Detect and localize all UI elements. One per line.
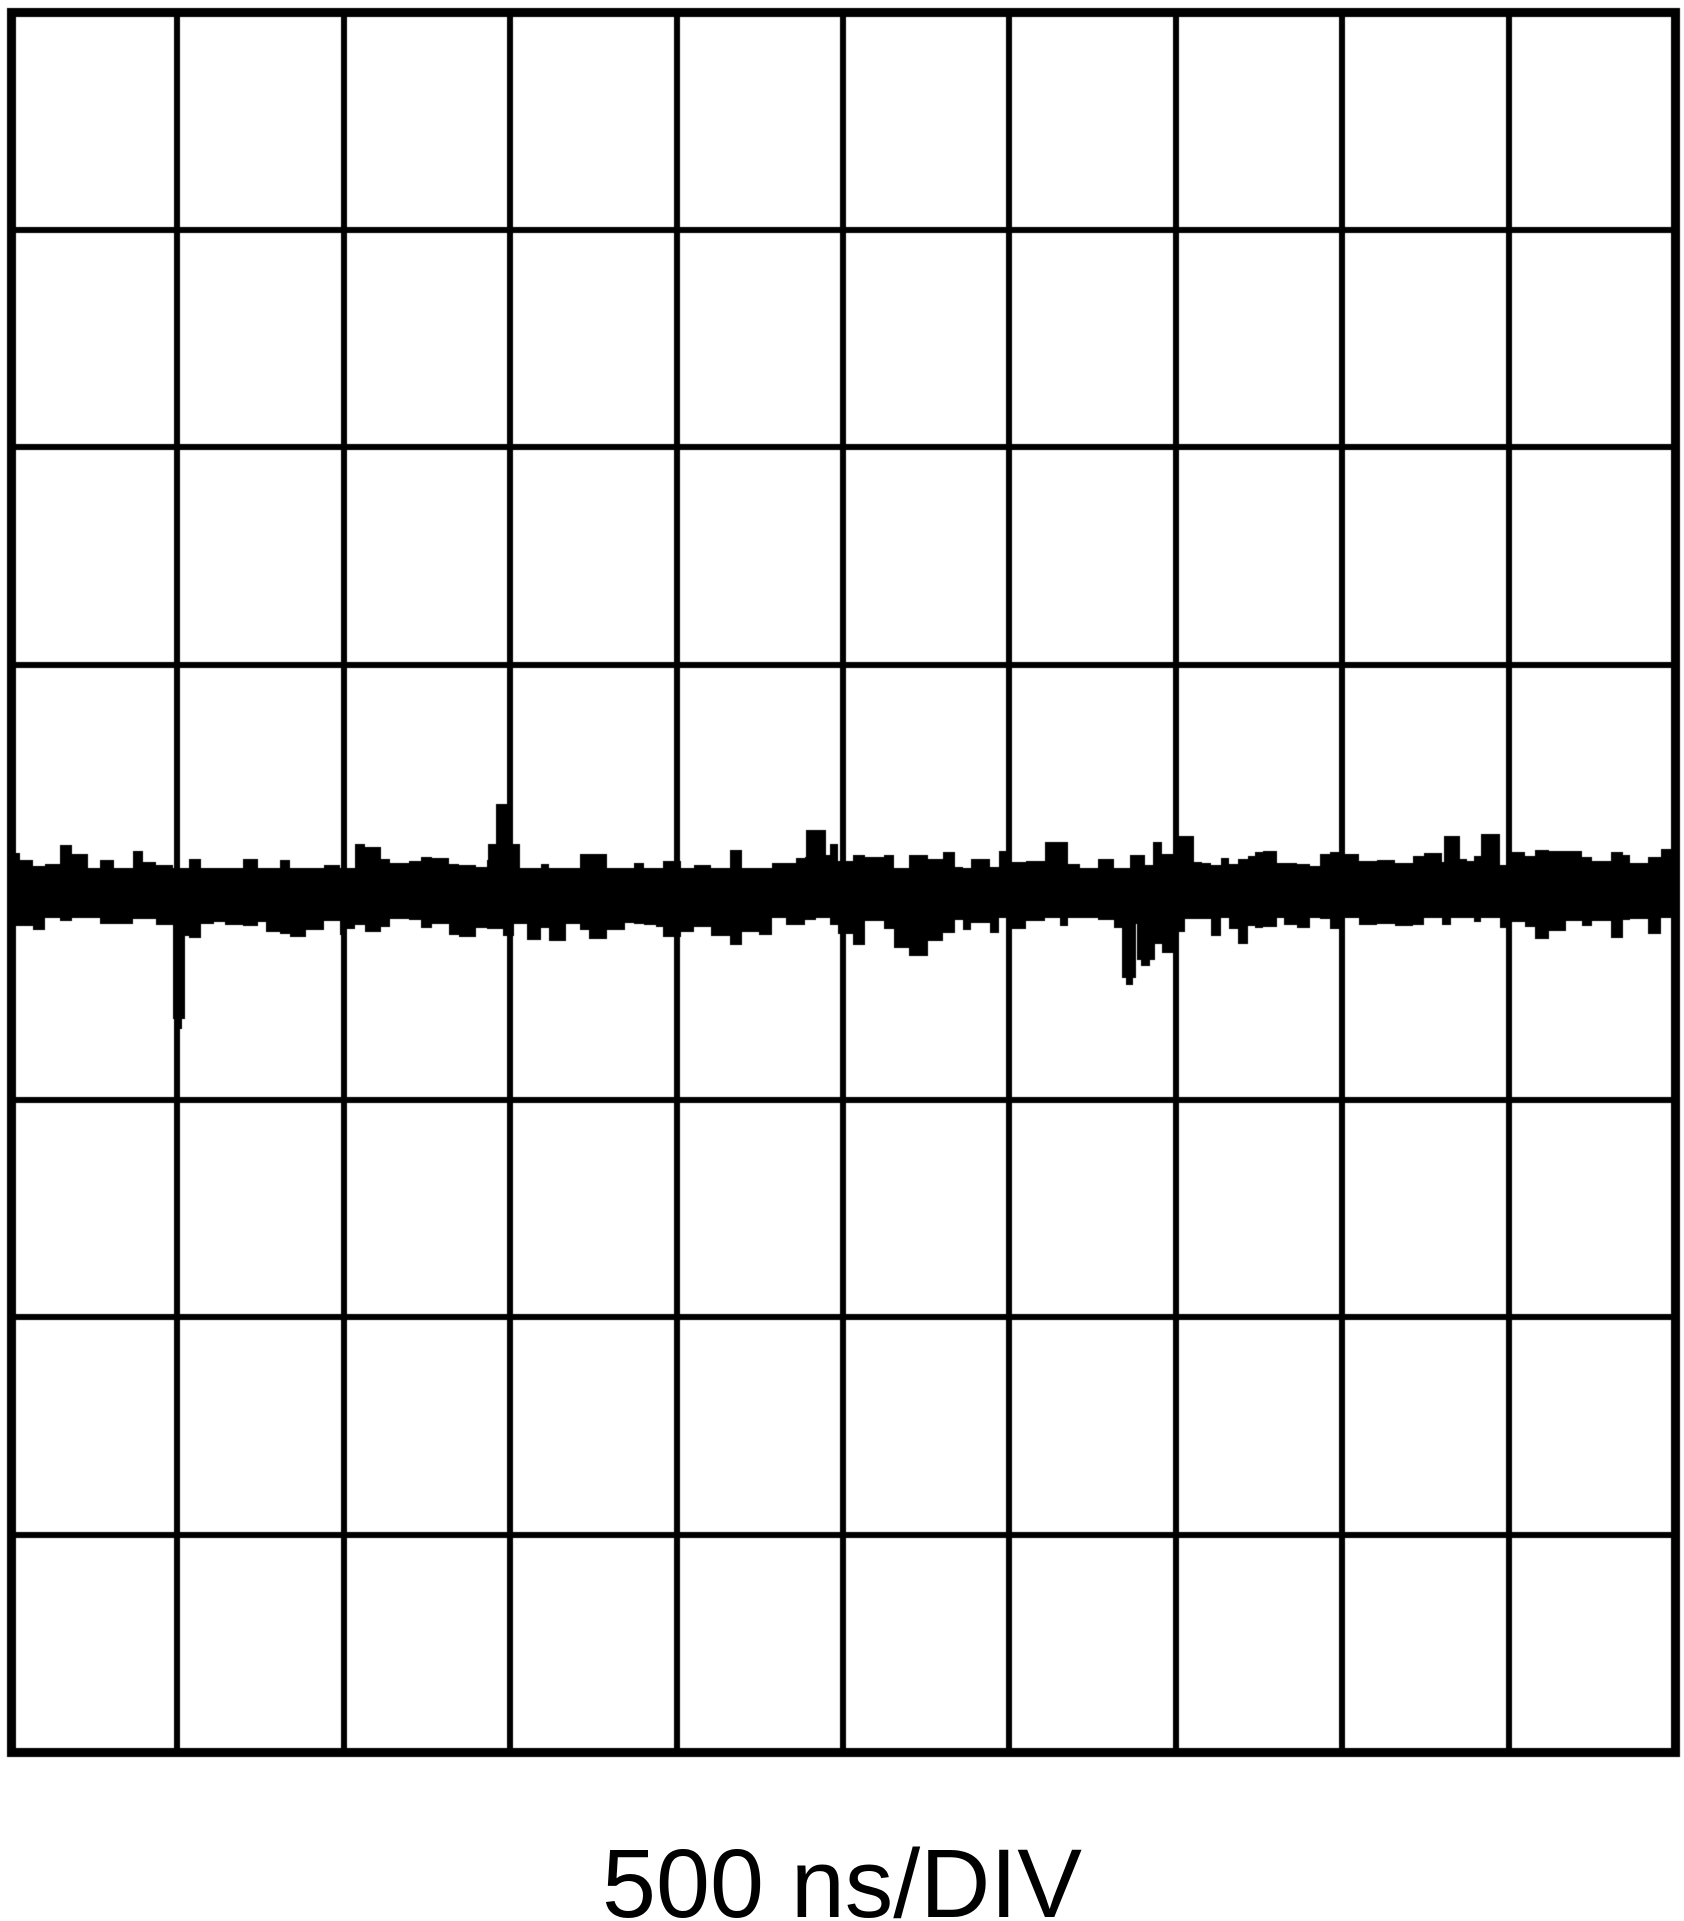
oscilloscope-plot — [0, 0, 1684, 1810]
timebase-label: 500 ns/DIV — [602, 1829, 1082, 1921]
